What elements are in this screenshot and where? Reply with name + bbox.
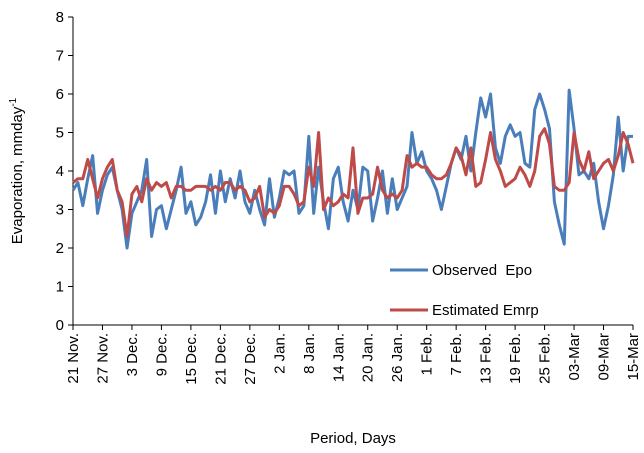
x-tick-label: 19 Feb.	[507, 333, 524, 384]
x-tick-label: 13 Feb.	[478, 333, 495, 384]
x-tick-label: 8 Jan.	[301, 333, 318, 374]
x-tick-label: 27 Dec.	[242, 333, 259, 385]
x-tick-label: 03-Mar	[566, 333, 583, 381]
x-tick-label: 09-Mar	[596, 333, 613, 381]
x-tick-label: 25 Feb.	[537, 333, 554, 384]
x-tick-label: 15 Dec.	[183, 333, 200, 385]
y-tick-label: 0	[56, 317, 64, 334]
y-axis-label: Evaporation, mmday-1	[8, 97, 26, 244]
x-tick-label: 27 Nov.	[94, 333, 111, 384]
x-tick-label: 21 Dec.	[212, 333, 229, 385]
x-tick-label: 20 Jan.	[360, 333, 377, 382]
y-tick-label: 1	[56, 279, 64, 296]
y-tick-label: 3	[56, 202, 64, 219]
y-tick-label: 5	[56, 125, 64, 142]
x-tick-label: 9 Dec.	[153, 333, 170, 376]
x-tick-label: 14 Jan.	[330, 333, 347, 382]
x-tick-label: 7 Feb.	[448, 333, 465, 376]
x-tick-label: 15-Mar	[625, 333, 642, 381]
series-line	[72, 127, 635, 238]
y-tick-label: 8	[56, 9, 64, 26]
series-line	[71, 88, 633, 250]
y-tick-label: 7	[56, 48, 64, 65]
y-tick-label: 6	[56, 86, 64, 103]
y-axis-label-text: Evaporation, mmday	[9, 106, 26, 244]
legend-label: Estimated Emrp	[432, 302, 539, 319]
x-tick-label: 26 Jan.	[389, 333, 406, 382]
y-axis-label-superscript: -1	[8, 97, 19, 106]
y-tick-label: 2	[56, 240, 64, 257]
x-axis-label: Period, Days	[310, 430, 396, 447]
x-tick-label: 2 Jan.	[271, 333, 288, 374]
legend-label: Observed Epo	[432, 262, 532, 279]
x-tick-label: 1 Feb.	[419, 333, 436, 376]
x-tick-label: 21 Nov.	[65, 333, 82, 384]
y-tick-label: 4	[56, 163, 64, 180]
x-tick-label: 3 Dec.	[124, 333, 141, 376]
